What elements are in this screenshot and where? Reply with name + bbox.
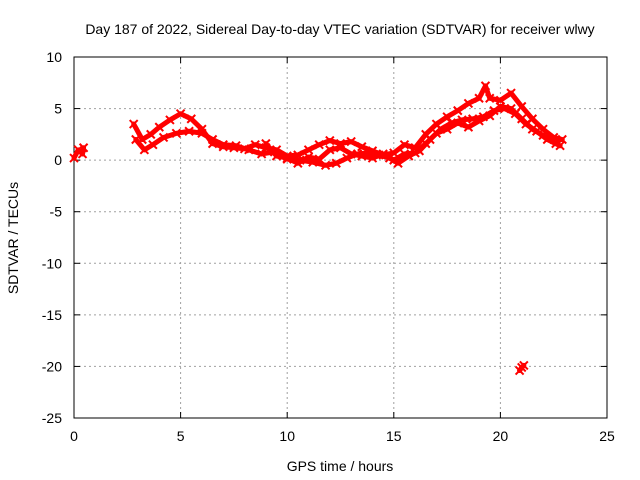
data-point bbox=[303, 145, 314, 155]
series-track-d bbox=[261, 101, 561, 168]
data-point bbox=[128, 119, 139, 129]
data-point bbox=[442, 112, 452, 122]
series-track-a bbox=[69, 143, 89, 163]
data-point bbox=[389, 155, 399, 165]
y-tick-label: 5 bbox=[54, 101, 62, 117]
data-point bbox=[293, 158, 303, 168]
data-point bbox=[78, 143, 89, 153]
y-axis-label: SDTVAR / TECUs bbox=[5, 182, 21, 294]
data-point bbox=[453, 105, 463, 116]
data-point bbox=[158, 132, 169, 143]
y-tick-label: -10 bbox=[42, 255, 62, 271]
data-point bbox=[244, 145, 254, 155]
data-point bbox=[517, 114, 527, 124]
y-tick-label: 0 bbox=[54, 152, 62, 168]
data-point bbox=[197, 128, 207, 139]
plot-frame bbox=[73, 56, 608, 419]
data-point bbox=[367, 153, 378, 163]
series-track-c bbox=[131, 103, 565, 171]
x-tick-label: 25 bbox=[599, 428, 615, 444]
data-point bbox=[557, 134, 567, 145]
data-point bbox=[346, 149, 356, 159]
data-point bbox=[463, 98, 474, 109]
data-point bbox=[256, 149, 267, 159]
y-tick-label: -20 bbox=[42, 358, 62, 374]
data-point bbox=[399, 139, 410, 150]
data-point bbox=[357, 151, 367, 161]
data-point bbox=[346, 136, 356, 147]
data-point bbox=[480, 81, 491, 91]
x-tick-label: 5 bbox=[177, 428, 185, 444]
data-point bbox=[69, 153, 79, 163]
data-point bbox=[175, 109, 186, 119]
data-point bbox=[335, 143, 346, 153]
data-point bbox=[378, 149, 388, 159]
data-point bbox=[148, 139, 158, 150]
x-tick-label: 20 bbox=[493, 428, 509, 444]
y-tick-label: -5 bbox=[50, 204, 63, 220]
data-point bbox=[165, 115, 175, 125]
data-point bbox=[485, 93, 495, 103]
chart-title: Day 187 of 2022, Sidereal Day-to-day VTE… bbox=[85, 21, 594, 37]
data-point bbox=[218, 139, 228, 150]
data-point bbox=[453, 118, 463, 128]
data-point bbox=[527, 124, 538, 134]
data-point bbox=[474, 116, 484, 126]
data-point bbox=[207, 134, 218, 145]
data-point bbox=[186, 114, 196, 124]
data-point bbox=[325, 135, 335, 146]
y-tick-label: -25 bbox=[42, 410, 62, 426]
y-tick-label: 10 bbox=[46, 49, 62, 65]
series-track-e bbox=[514, 360, 529, 376]
data-point bbox=[463, 122, 474, 132]
data-point bbox=[506, 103, 516, 114]
data-point bbox=[314, 139, 324, 150]
data-point bbox=[261, 138, 271, 149]
y-tick-label: -15 bbox=[42, 307, 62, 323]
data-point bbox=[184, 126, 194, 136]
data-point bbox=[154, 122, 164, 132]
data-point bbox=[495, 101, 506, 112]
data-point bbox=[442, 124, 452, 134]
series-track-b bbox=[128, 81, 567, 161]
data-point bbox=[314, 154, 324, 164]
axes bbox=[73, 56, 608, 419]
data-point bbox=[421, 138, 431, 149]
data-point bbox=[551, 138, 561, 149]
data-point bbox=[131, 134, 141, 145]
data-point bbox=[506, 88, 516, 98]
data-point bbox=[282, 153, 292, 163]
data-point bbox=[146, 129, 156, 140]
data-point bbox=[519, 360, 529, 371]
data-point bbox=[331, 158, 341, 168]
data-point bbox=[139, 145, 150, 155]
data-point bbox=[171, 128, 182, 139]
data-point bbox=[474, 93, 484, 103]
series-track bbox=[263, 104, 559, 166]
ticks: 0 5 10 15 20 25 -25 -20 -15 -10 -5 0 5 10 bbox=[42, 49, 615, 444]
data-point bbox=[231, 140, 241, 151]
x-axis-label: GPS time / hours bbox=[287, 458, 394, 474]
x-tick-label: 0 bbox=[70, 428, 78, 444]
data-point bbox=[431, 128, 442, 139]
data-point bbox=[325, 145, 335, 155]
data-point bbox=[517, 101, 527, 112]
data-point bbox=[271, 151, 282, 161]
x-tick-label: 15 bbox=[386, 428, 402, 444]
data-marks bbox=[69, 81, 567, 376]
data-point bbox=[538, 130, 548, 141]
data-point bbox=[485, 111, 495, 121]
data-point bbox=[399, 149, 410, 159]
data-point bbox=[303, 152, 314, 162]
data-point bbox=[410, 148, 420, 158]
x-tick-label: 10 bbox=[279, 428, 295, 444]
